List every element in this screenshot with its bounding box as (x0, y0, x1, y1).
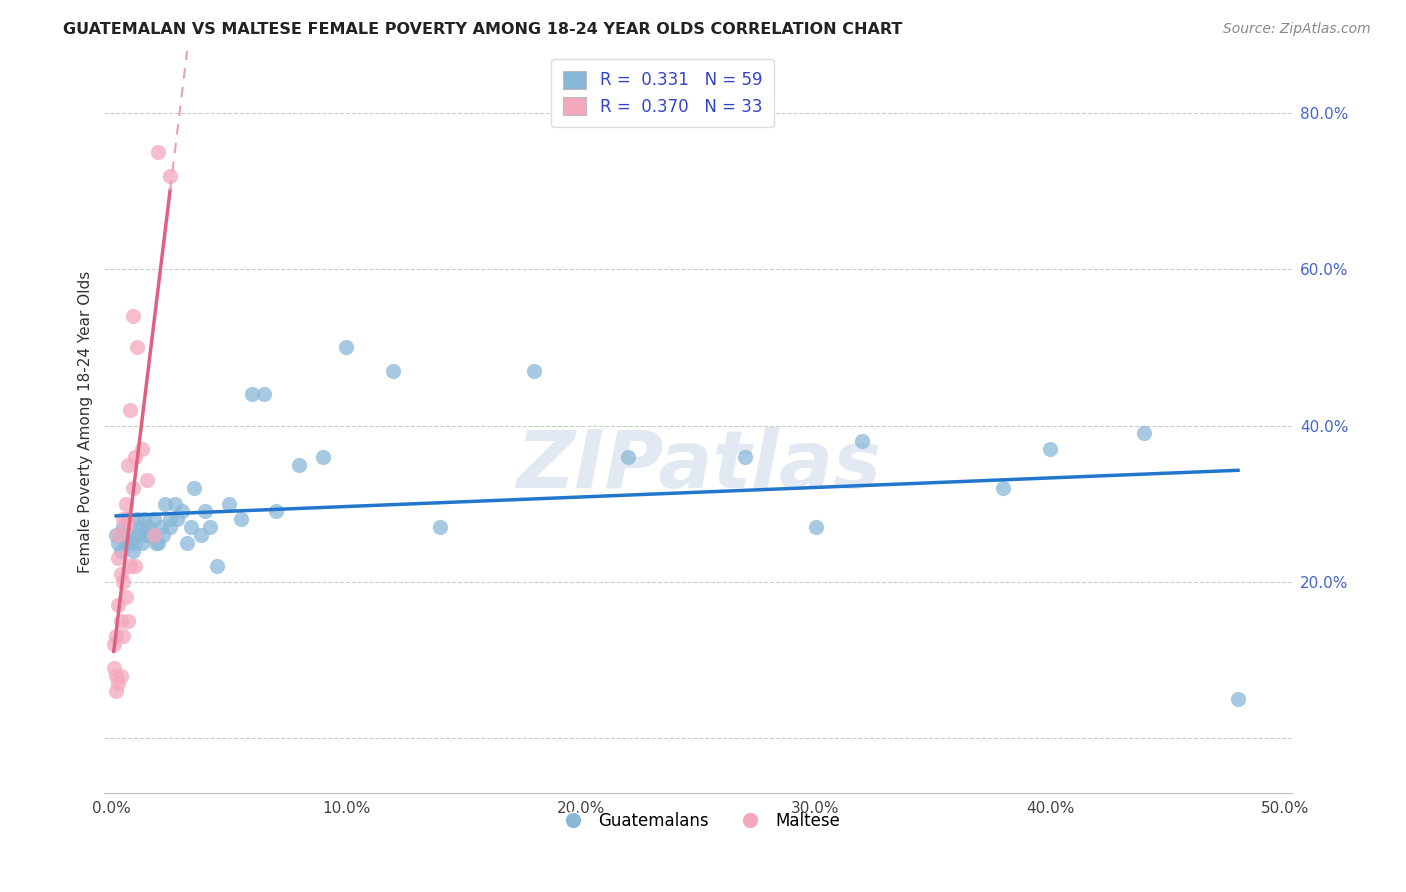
Point (240, 387, 263, 401)
Point (107, 676, 129, 690)
Point (112, 574, 135, 589)
Point (124, 450, 146, 464)
Point (1039, 442, 1062, 456)
Point (114, 520, 136, 534)
Text: ZIPatlas: ZIPatlas (516, 427, 880, 505)
Point (105, 684, 128, 698)
Point (107, 598, 129, 612)
Point (103, 637, 125, 651)
Point (229, 512, 252, 526)
Point (112, 512, 135, 526)
Point (127, 341, 149, 355)
Point (117, 458, 139, 472)
Point (311, 450, 333, 464)
Point (127, 512, 149, 526)
Point (124, 559, 146, 574)
Point (110, 543, 132, 558)
Text: Source: ZipAtlas.com: Source: ZipAtlas.com (1223, 22, 1371, 37)
Point (120, 403, 142, 417)
Point (1133, 426, 1156, 441)
Point (107, 535, 129, 549)
Point (170, 504, 193, 518)
Point (804, 520, 827, 534)
Point (155, 497, 177, 511)
Point (382, 364, 405, 378)
Legend: Guatemalans, Maltese: Guatemalans, Maltese (550, 805, 846, 837)
Point (145, 535, 167, 549)
Point (183, 481, 205, 495)
Point (117, 614, 139, 628)
Point (993, 481, 1015, 495)
Point (194, 504, 217, 518)
Point (112, 630, 135, 644)
Point (135, 520, 157, 534)
Point (120, 559, 142, 574)
Point (134, 512, 156, 526)
Y-axis label: Female Poverty Among 18-24 Year Olds: Female Poverty Among 18-24 Year Olds (79, 270, 93, 573)
Text: GUATEMALAN VS MALTESE FEMALE POVERTY AMONG 18-24 YEAR OLDS CORRELATION CHART: GUATEMALAN VS MALTESE FEMALE POVERTY AMO… (63, 22, 903, 37)
Point (120, 520, 142, 534)
Point (163, 497, 186, 511)
Point (105, 630, 128, 644)
Point (141, 528, 163, 542)
Point (131, 442, 153, 456)
Point (121, 310, 143, 324)
Point (128, 520, 150, 534)
Point (112, 520, 135, 534)
Point (121, 481, 143, 495)
Point (103, 661, 125, 675)
Point (148, 145, 170, 160)
Point (124, 535, 146, 549)
Point (131, 535, 153, 549)
Point (190, 528, 212, 542)
Point (253, 387, 276, 401)
Point (176, 535, 198, 549)
Point (124, 528, 146, 542)
Point (117, 528, 139, 542)
Point (120, 535, 142, 549)
Point (159, 169, 181, 183)
Point (288, 458, 311, 472)
Point (105, 528, 128, 542)
Point (114, 591, 136, 605)
Point (152, 528, 174, 542)
Point (135, 473, 157, 487)
Point (149, 520, 172, 534)
Point (218, 497, 240, 511)
Point (110, 668, 132, 682)
Point (114, 535, 136, 549)
Point (851, 434, 873, 449)
Point (1227, 692, 1250, 706)
Point (110, 566, 132, 581)
Point (159, 512, 181, 526)
Point (117, 512, 139, 526)
Point (205, 559, 228, 574)
Point (335, 341, 357, 355)
Point (138, 520, 160, 534)
Point (131, 528, 153, 542)
Point (110, 614, 132, 628)
Point (135, 528, 157, 542)
Point (142, 512, 165, 526)
Point (180, 520, 202, 534)
Point (264, 504, 287, 518)
Point (616, 450, 638, 464)
Point (198, 520, 221, 534)
Point (159, 520, 181, 534)
Point (148, 535, 170, 549)
Point (114, 497, 136, 511)
Point (107, 551, 129, 566)
Point (523, 364, 546, 378)
Point (107, 528, 129, 542)
Point (166, 512, 188, 526)
Point (734, 450, 756, 464)
Point (142, 528, 165, 542)
Point (117, 512, 139, 526)
Point (121, 543, 143, 558)
Point (105, 668, 128, 682)
Point (112, 528, 135, 542)
Point (429, 520, 451, 534)
